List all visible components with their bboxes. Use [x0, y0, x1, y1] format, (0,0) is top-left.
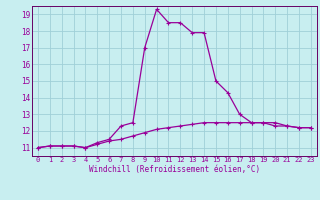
- X-axis label: Windchill (Refroidissement éolien,°C): Windchill (Refroidissement éolien,°C): [89, 165, 260, 174]
